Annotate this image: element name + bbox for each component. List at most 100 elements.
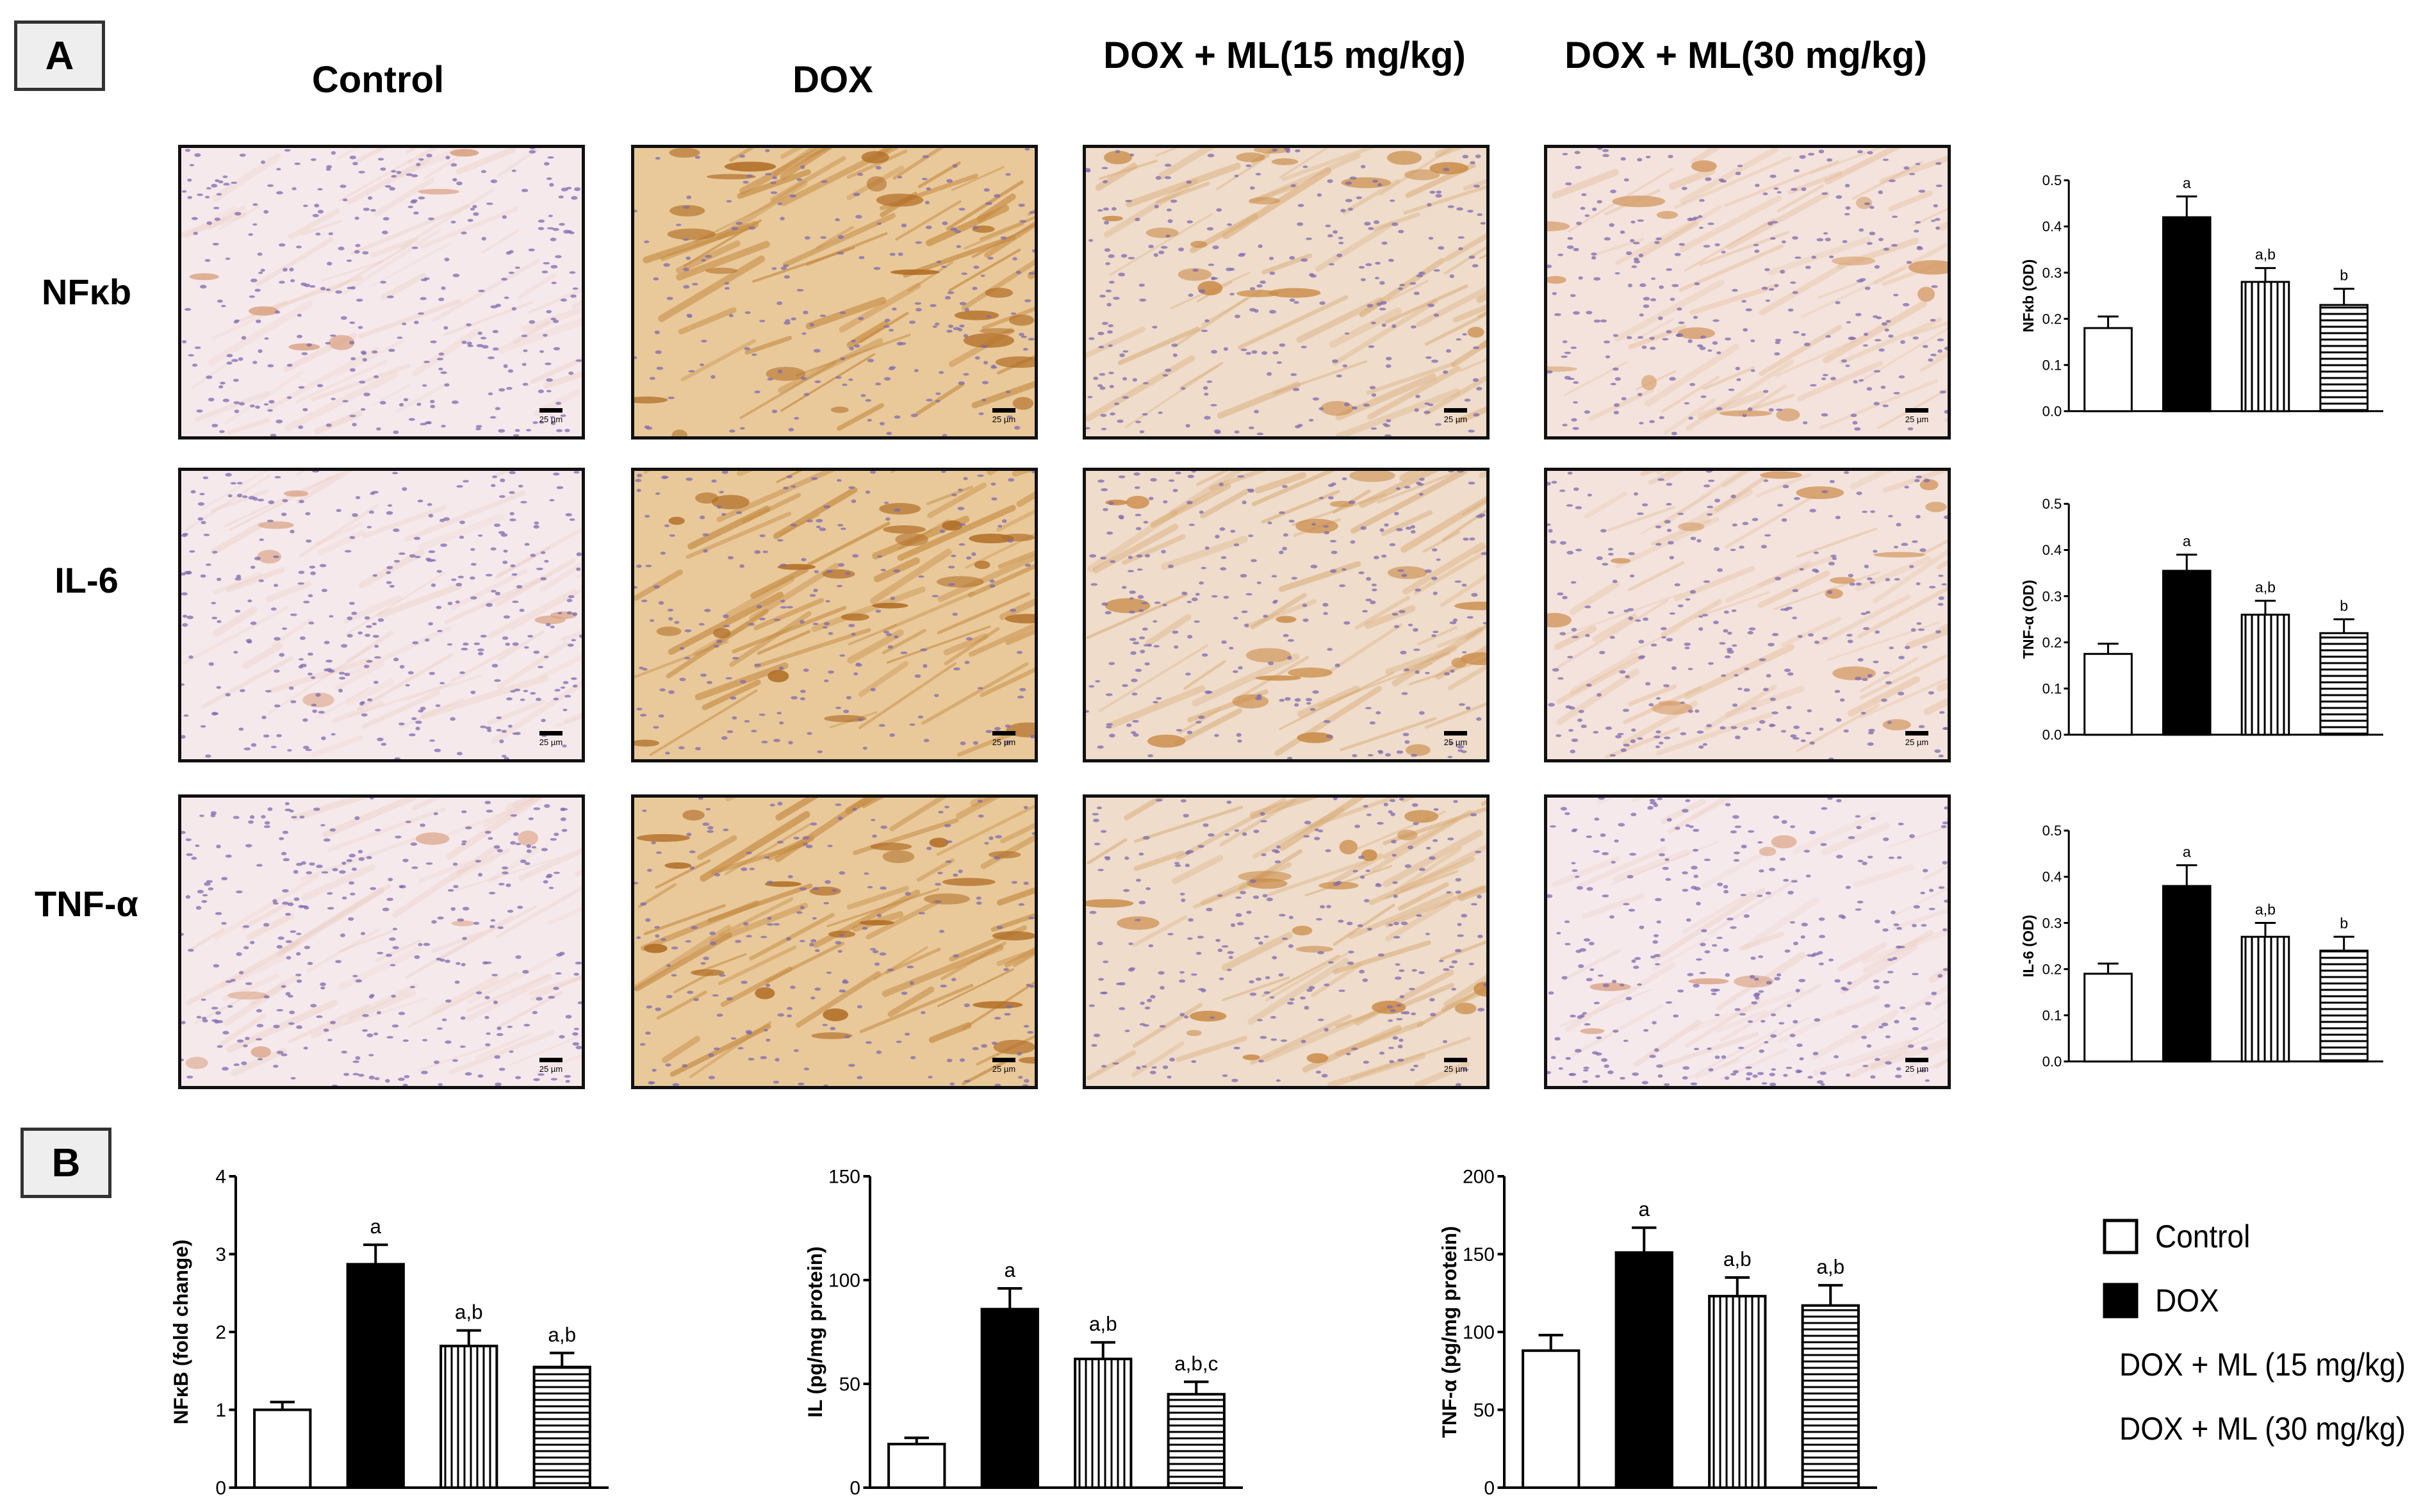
cell-nucleus — [513, 434, 520, 436]
cell-nucleus — [1103, 960, 1109, 964]
cell-nucleus — [1359, 969, 1365, 974]
cell-nucleus — [497, 926, 504, 930]
cell-nucleus — [1142, 627, 1148, 631]
cell-nucleus — [491, 475, 498, 479]
cell-nucleus — [636, 488, 641, 493]
cell-nucleus — [974, 356, 980, 360]
cell-nucleus — [436, 357, 444, 361]
cell-nucleus — [211, 1007, 218, 1010]
cell-nucleus — [227, 494, 233, 498]
cell-nucleus — [1562, 596, 1568, 600]
cell-nucleus — [239, 153, 246, 157]
cell-nucleus — [1720, 179, 1727, 183]
cell-nucleus — [374, 645, 379, 648]
cell-nucleus — [1023, 882, 1029, 885]
muscle-fibre — [754, 628, 871, 669]
cell-nucleus — [524, 862, 530, 866]
cell-nucleus — [1717, 882, 1723, 887]
cell-nucleus — [536, 698, 541, 702]
cell-nucleus — [523, 689, 529, 693]
cell-nucleus — [236, 482, 243, 485]
cell-nucleus — [1547, 523, 1551, 526]
cell-nucleus — [1669, 377, 1676, 381]
muscle-fibre — [1556, 668, 1640, 725]
muscle-fibre — [208, 300, 313, 366]
cell-nucleus — [653, 585, 661, 589]
cell-nucleus — [342, 198, 348, 202]
cell-nucleus — [1734, 674, 1739, 677]
cell-nucleus — [540, 577, 547, 580]
muscle-fibre — [1704, 684, 1777, 731]
muscle-fibre — [895, 200, 962, 241]
cell-nucleus — [1556, 734, 1562, 737]
cell-nucleus — [765, 983, 771, 987]
cell-nucleus — [217, 299, 223, 303]
muscle-fibre — [288, 1003, 370, 1044]
cell-nucleus — [1249, 308, 1256, 312]
cell-nucleus — [1575, 506, 1582, 509]
cell-nucleus — [1825, 238, 1831, 242]
cell-nucleus — [1568, 728, 1573, 732]
cell-nucleus — [728, 313, 734, 318]
cell-nucleus — [751, 353, 757, 356]
cell-nucleus — [1551, 481, 1557, 484]
muscle-fibre — [561, 630, 582, 642]
cell-nucleus — [249, 295, 256, 298]
muscle-fibre — [1821, 822, 1891, 856]
muscle-fibre — [948, 249, 1021, 292]
muscle-fibre — [1192, 653, 1300, 707]
cell-nucleus — [683, 284, 690, 289]
cell-nucleus — [300, 905, 308, 908]
cell-nucleus — [190, 489, 196, 494]
cell-nucleus — [368, 196, 373, 200]
cell-nucleus — [1764, 268, 1770, 272]
cell-nucleus — [839, 989, 846, 993]
cell-nucleus — [732, 716, 737, 720]
cell-nucleus — [1260, 1035, 1267, 1039]
cell-nucleus — [1796, 1043, 1803, 1048]
muscle-fibre — [1556, 654, 1645, 704]
micrograph-image: 25 µm — [1547, 471, 1948, 759]
cell-nucleus — [1888, 334, 1894, 338]
cell-nucleus — [382, 907, 390, 912]
cell-nucleus — [1931, 991, 1937, 996]
cell-nucleus — [1267, 372, 1272, 376]
cell-nucleus — [548, 215, 554, 217]
cell-nucleus — [1707, 349, 1712, 352]
cell-nucleus — [1110, 560, 1116, 563]
cell-nucleus — [1588, 941, 1595, 946]
cell-nucleus — [1284, 148, 1290, 151]
cell-nucleus — [1559, 541, 1566, 545]
cell-nucleus — [1365, 598, 1372, 602]
cell-nucleus — [1211, 350, 1217, 354]
cell-nucleus — [1869, 231, 1876, 236]
cell-nucleus — [777, 539, 784, 542]
cell-nucleus — [1369, 721, 1376, 725]
cell-nucleus — [1637, 983, 1642, 986]
cell-nucleus — [1845, 365, 1850, 367]
cell-nucleus — [1597, 693, 1602, 697]
muscle-fibre — [1934, 998, 1948, 1010]
stain-deposit — [1387, 151, 1422, 165]
cell-nucleus — [1086, 168, 1091, 172]
cell-nucleus — [1184, 1015, 1189, 1019]
cell-nucleus — [1472, 378, 1479, 382]
cell-nucleus — [1245, 164, 1252, 167]
stain-deposit — [988, 851, 1021, 859]
cell-nucleus — [1716, 407, 1723, 411]
muscle-fibre — [1005, 629, 1035, 645]
cell-nucleus — [1680, 702, 1685, 704]
cell-nucleus — [1233, 1046, 1240, 1049]
cell-nucleus — [945, 840, 953, 844]
cell-nucleus — [1570, 581, 1577, 584]
stain-deposit — [1292, 925, 1313, 936]
cell-nucleus — [1891, 215, 1898, 218]
cell-nucleus — [961, 272, 967, 275]
cell-nucleus — [546, 390, 552, 393]
cell-nucleus — [354, 250, 360, 254]
cell-nucleus — [365, 634, 371, 637]
cell-nucleus — [1449, 274, 1455, 279]
muscle-fibre — [208, 205, 246, 230]
muscle-fibre — [1400, 496, 1486, 553]
cell-nucleus — [340, 933, 346, 937]
